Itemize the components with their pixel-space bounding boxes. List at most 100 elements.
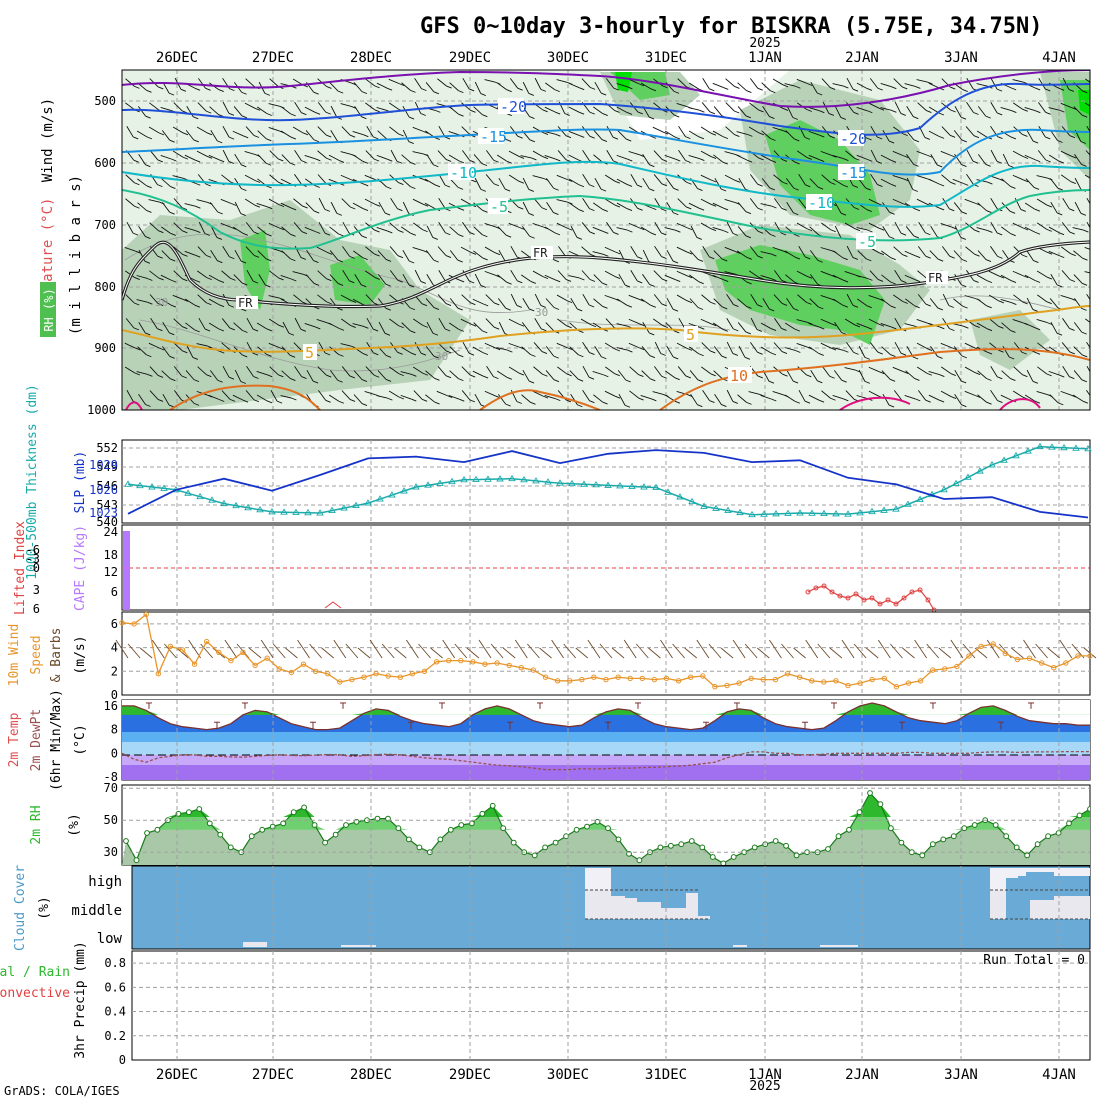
upper-barb-flag-24-12 (422, 372, 429, 376)
upper-barb-60-11 (846, 342, 854, 353)
upper-barb-33-5 (522, 201, 530, 214)
upper-barb-flag-26-13 (447, 395, 453, 399)
upper-barb-3-9 (160, 298, 172, 306)
upper-barb-flag-8-10 (229, 327, 235, 331)
rh-marker-53 (678, 841, 685, 848)
upper-barb-51-3 (736, 154, 748, 161)
windv-tick-1: 4 (111, 641, 118, 655)
upper-barb-31-11 (496, 347, 508, 351)
wind-marker-65 (905, 680, 912, 686)
upper-barb-flag-76-9 (1046, 301, 1052, 305)
upper-barb-flag-21-5 (384, 212, 391, 216)
upper-barb-5-1 (186, 105, 194, 118)
upper-barb-70-0 (966, 77, 974, 90)
upper-barb-17-13 (328, 394, 340, 402)
upper-barb-75-13 (1024, 394, 1036, 402)
upper-barb-13-6 (281, 226, 291, 235)
upper-barb-70-5 (964, 198, 976, 204)
upper-barb-flag-42-10 (639, 323, 645, 327)
upper-barb-flag-15-6 (315, 231, 321, 234)
upper-barb-17-0 (329, 82, 339, 92)
thickness-marker-39 (592, 480, 600, 488)
upper-barb-flag-4-7 (182, 253, 188, 257)
upper-barb-flag-53-4 (769, 187, 775, 191)
upper-barb-flag-15-3 (315, 158, 321, 162)
precip-label-convective: Convective (0, 986, 70, 1001)
upper-barb-48-6 (700, 222, 712, 230)
upper-barb-flag-33-8 (530, 280, 536, 284)
upper-barb-20-8 (364, 270, 376, 278)
upper-barb-38-4 (582, 174, 590, 185)
upper-barb-53-2 (761, 130, 771, 139)
upper-barb-28-11 (462, 341, 470, 354)
upper-barb-49-12 (713, 370, 723, 380)
thickness-markers (124, 442, 1092, 518)
precipv-tick-0: 0.8 (104, 956, 126, 970)
upper-barb-flag-15-4 (314, 185, 320, 188)
upper-barb-flag-18-12 (349, 375, 355, 379)
upper-barb-flag-58-10 (831, 323, 837, 327)
upper-barb-flag-40-3 (613, 160, 619, 164)
upper-barb-36-8 (557, 270, 567, 280)
upper-barb-55-12 (786, 369, 794, 382)
upper-barb-71-6 (976, 227, 988, 231)
upper-barb-73-4 (1001, 178, 1011, 187)
upper-barb-flag-3-7 (170, 258, 176, 262)
upper-barb-flag-60-3 (854, 157, 860, 161)
upper-barb-27-12 (449, 370, 459, 379)
upper-barb-flag-63-13 (888, 404, 895, 408)
upper-barb-flag-26-4 (444, 184, 451, 188)
upper-barb-flag-21-8 (385, 283, 391, 287)
wind-marker-75 (1026, 655, 1033, 661)
upper-barb-flag-45-4 (673, 187, 679, 191)
upper-barb-8-3 (222, 149, 230, 162)
upper-barb-flag-53-11 (770, 352, 777, 356)
wind-marker-79 (1075, 653, 1081, 659)
upper-contour-labels: -20 -20 -15 -15 -10 -10 -5 -5 FR FR FR 5… (155, 98, 948, 385)
wind-marker-61 (857, 680, 863, 686)
wind-marker-56 (796, 674, 803, 680)
upper-barb-18-4 (340, 174, 352, 181)
upper-barb-flag-52-3 (758, 157, 764, 161)
upper-barb-flag-64-11 (900, 352, 907, 356)
upper-barb-40-8 (604, 270, 616, 277)
wind-marker-45 (663, 675, 670, 682)
upper-barb-55-5 (786, 202, 794, 213)
upper-barb-32-11 (508, 342, 520, 348)
upper-barb-8-2 (222, 125, 230, 138)
upper-barb-flag-9-8 (242, 282, 248, 286)
upper-barb-flag-57-0 (816, 92, 823, 96)
thickness-marker-79 (1072, 444, 1080, 451)
label-fr-2: FR (533, 246, 548, 260)
upper-barb-11-10 (256, 322, 268, 330)
upper-barb-flag-80-1 (1095, 109, 1100, 111)
thickness-marker-48 (700, 502, 708, 509)
upper-barb-63-2 (882, 129, 890, 142)
upper-barb-flag-9-13 (242, 399, 249, 403)
upper-barb-flag-28-8 (469, 280, 475, 284)
upper-barb-flag-77-10 (1056, 332, 1063, 336)
upper-barb-66-8 (917, 270, 927, 279)
upper-barb-flag-63-5 (889, 211, 895, 215)
upper-barb-22-3 (390, 149, 398, 162)
upper-barb-39-8 (593, 274, 603, 284)
upper-barb-25-3 (426, 154, 434, 166)
rh-marker-63 (783, 842, 789, 849)
upper-barb-22-0 (388, 78, 400, 85)
upper-barb-79-13 (1072, 394, 1084, 402)
upper-barb-40-11 (604, 342, 616, 350)
upper-barb-62-11 (869, 342, 879, 353)
upper-barb-flag-47-8 (698, 281, 704, 285)
upper-barb-flag-54-1 (782, 108, 789, 111)
upper-barb-flag-27-6 (458, 234, 464, 238)
upper-barb-46-0 (677, 78, 687, 88)
upper-barb-flag-12-13 (276, 400, 283, 404)
temp-line (122, 702, 1090, 731)
upper-barb-flag-66-11 (926, 348, 933, 351)
upper-barb-flag-30-4 (493, 183, 500, 187)
upper-barb-flag-22-0 (399, 83, 405, 87)
run-total-label: Run Total = 0 (983, 953, 1085, 968)
wind-marker-3 (155, 671, 162, 677)
wind-marker-58 (821, 679, 827, 685)
upper-barb-flag-78-2 (1069, 135, 1076, 139)
